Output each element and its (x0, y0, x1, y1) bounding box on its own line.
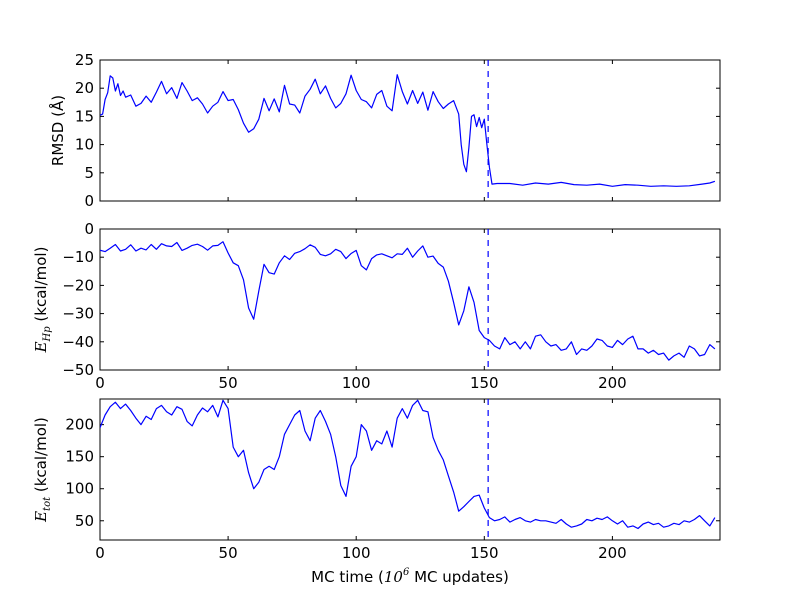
etot-ytick-label: 150 (65, 448, 94, 466)
rmsd-ytick-label: 25 (75, 51, 94, 69)
etot-ylabel-symbol: E (32, 511, 50, 523)
ehp-panel: EHp (kcal/mol) −50 −40 −30 −20 −10 0 0 50 100 150… (32, 220, 721, 392)
x-axis-label-exponent: 6 (403, 567, 410, 578)
etot-xtick-label: 0 (95, 544, 105, 562)
etot-xtick-label: 150 (470, 544, 499, 562)
x-axis-label-base: 10 (384, 568, 404, 586)
ehp-ylabel: EHp (kcal/mol) (32, 247, 53, 354)
ehp-ytick-label: −40 (62, 333, 94, 351)
ehp-ytick-label: −50 (62, 361, 94, 379)
ehp-xtick-label: 200 (598, 374, 627, 392)
ehp-ytick-label: −20 (62, 276, 94, 294)
ehp-ylabel-units: (kcal/mol) (32, 247, 50, 327)
etot-ytick-label: 200 (65, 416, 94, 434)
etot-xtick-label: 100 (342, 544, 371, 562)
etot-ylabel: Etot (kcal/mol) (32, 417, 53, 523)
ehp-xtick-label: 100 (342, 374, 371, 392)
ehp-xtick-label: 50 (219, 374, 238, 392)
rmsd-ytick-label: 5 (84, 164, 94, 182)
etot-ylabel-subscript: tot (42, 496, 53, 511)
etot-xtick-label: 200 (598, 544, 627, 562)
ehp-ytick-label: −10 (62, 248, 94, 266)
x-axis-label-prefix: MC time ( (311, 568, 384, 586)
ehp-ytick-label: 0 (84, 220, 94, 238)
ehp-plot-frame (99, 228, 721, 371)
rmsd-ytick-label: 15 (75, 107, 94, 125)
rmsd-plot-frame (99, 59, 721, 202)
ehp-xtick-label: 0 (95, 374, 105, 392)
rmsd-ytick-label: 20 (75, 79, 94, 97)
etot-plot-frame (99, 398, 721, 541)
x-axis-label-suffix: MC updates) (409, 568, 508, 586)
etot-ylabel-units: (kcal/mol) (32, 417, 50, 497)
etot-series-line (100, 399, 716, 530)
etot-ytick-label: 50 (75, 512, 94, 530)
rmsd-ytick-label: 0 (84, 192, 94, 210)
ehp-ylabel-symbol: E (32, 341, 50, 353)
etot-xtick-label: 50 (219, 544, 238, 562)
rmsd-ylabel: RMSD (Å) (48, 95, 67, 166)
rmsd-ytick-label: 10 (75, 136, 94, 154)
rmsd-series-line (100, 74, 716, 187)
ehp-series-line (100, 241, 716, 361)
ehp-xtick-label: 150 (470, 374, 499, 392)
rmsd-panel: RMSD (Å) 0 5 10 15 20 25 (48, 51, 721, 210)
ehp-ylabel-subscript: Hp (42, 326, 53, 343)
x-axis-label: MC time (106 MC updates) (311, 567, 509, 586)
ehp-ytick-label: −30 (62, 305, 94, 323)
etot-ytick-label: 100 (65, 480, 94, 498)
